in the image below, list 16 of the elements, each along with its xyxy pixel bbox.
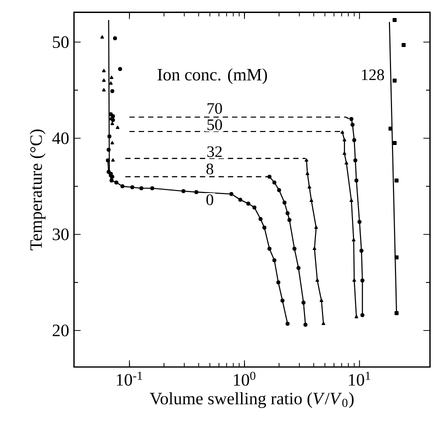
annotation: Ion conc. (mM)	[158, 68, 267, 84]
annotation: 0	[206, 194, 214, 206]
annotation: 8	[206, 164, 214, 174]
y-axis-title: Temperature (°C)	[30, 130, 46, 250]
annotation: 32	[207, 146, 222, 158]
y-tick-label: 20	[52, 324, 69, 336]
x-axis-title: Volume swelling ratio (V/V$_{0}$)	[150, 392, 354, 408]
x-tick-label: 10$^{0}$	[234, 372, 256, 386]
annotation: 50	[207, 119, 222, 130]
annotation: 128	[362, 69, 384, 80]
y-tick-label: 50	[52, 36, 69, 48]
y-tick-label: 40	[52, 132, 69, 144]
annotation: 70	[208, 103, 222, 114]
x-tick-label: 10$^{1}$	[348, 372, 370, 386]
y-tick-label: 30	[52, 228, 69, 240]
x-tick-label: 10$^{-1}$	[116, 372, 142, 386]
